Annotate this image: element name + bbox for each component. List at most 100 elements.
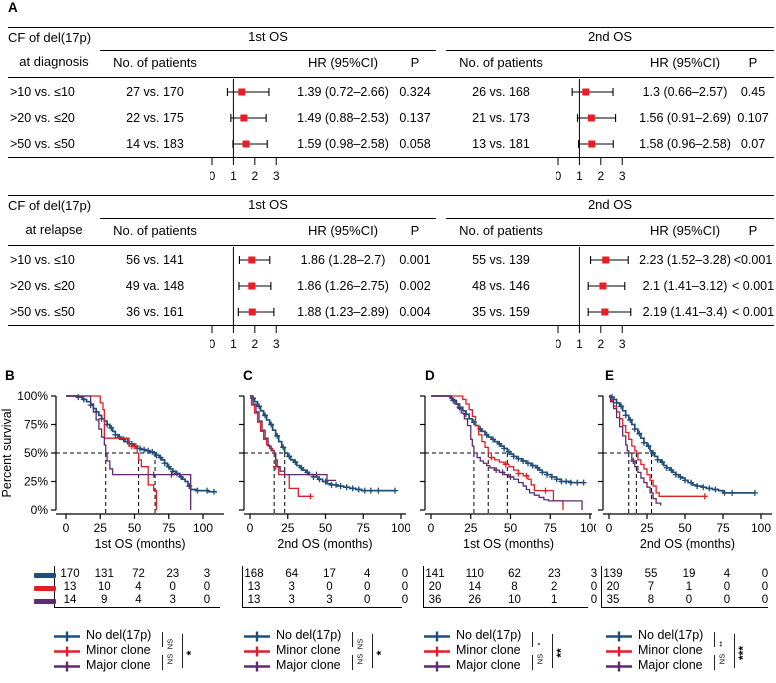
patients-header: No. of patients — [459, 55, 543, 70]
survival-curve-minor-clone — [66, 395, 158, 510]
hr-marker — [248, 282, 256, 290]
group-underline — [100, 50, 436, 51]
hr-marker — [242, 140, 250, 148]
sig-bar-2 — [162, 655, 163, 670]
legend-label: No del(17p) — [276, 628, 342, 642]
p-value: 0.004 — [399, 305, 431, 319]
forest-row-label: >50 vs. ≤50 — [10, 137, 75, 151]
risk-count: 0 — [401, 581, 409, 593]
x-tick-label: 75 — [716, 521, 730, 535]
risk-table-bottom-border — [423, 607, 588, 608]
x-tick-label: 75 — [544, 521, 558, 535]
patients-value: 36 vs. 161 — [126, 305, 184, 319]
risk-count: 0 — [761, 581, 769, 593]
p-value: 0.107 — [737, 111, 769, 125]
os-group-title: 2nd OS — [587, 197, 633, 212]
os-group-title: 1st OS — [248, 29, 288, 44]
sig-label-overall: ** — [554, 648, 568, 658]
hr-value: 2.19 (1.41–3.4) — [642, 305, 728, 319]
sig-bar-2 — [532, 655, 533, 670]
risk-count: 0 — [761, 594, 769, 606]
legend-label: Major clone — [276, 658, 341, 672]
risk-count: 7 — [647, 581, 655, 593]
axis-tick-label: 0 — [210, 337, 216, 351]
patients-value: 14 vs. 183 — [126, 137, 184, 151]
axis-tick-label: 2 — [251, 337, 258, 351]
axis-tick-label: 3 — [273, 337, 280, 351]
table-rule — [8, 195, 774, 196]
risk-count: 0 — [401, 568, 409, 580]
km-legend: No del(17p) Minor clone Major clone ** NS *** — [596, 628, 776, 678]
legend-marker-major-clone — [244, 661, 270, 672]
group-underline — [100, 218, 436, 219]
risk-count: 168 — [244, 568, 264, 580]
x-tick-label: 50 — [504, 521, 518, 535]
risk-count: 10 — [508, 594, 521, 606]
hr-marker — [248, 308, 256, 316]
risk-count: 55 — [644, 568, 658, 580]
risk-count: 0 — [685, 594, 693, 606]
risk-count: 3 — [288, 581, 295, 593]
x-tick-label: 100 — [391, 521, 410, 535]
legend-marker-no-del-17p- — [606, 631, 632, 642]
survival-curve-no-del-17p- — [250, 395, 395, 492]
axis-tick-label: 0 — [556, 169, 562, 183]
risk-table: 170 131 72 23 3 13 10 4 0 0 14 9 4 3 0 — [0, 566, 228, 610]
forest-row-label: >50 vs. ≤50 — [10, 305, 75, 319]
stub-line-1: CF of del(17p) — [8, 30, 92, 45]
axis-tick-label: 1 — [576, 337, 583, 351]
sig-label-pair-1: NS — [165, 638, 175, 649]
patients-value: 49 va. 148 — [125, 279, 185, 293]
survival-curve-minor-clone — [431, 395, 564, 510]
risk-count: 170 — [60, 568, 80, 580]
panel-letter: B — [5, 368, 15, 383]
x-tick-label: 0 — [63, 521, 70, 535]
p-header: P — [410, 223, 420, 238]
x-tick-label: 100 — [193, 521, 213, 535]
x-tick-label: 75 — [357, 521, 371, 535]
hr-value: 2.23 (1.52–3.28) — [639, 253, 731, 267]
sig-bar-overall — [734, 634, 735, 668]
risk-count: 141 — [425, 568, 445, 580]
hr-header: HR (95%CI) — [649, 55, 721, 70]
risk-count: 13 — [63, 581, 77, 593]
risk-count: 0 — [203, 594, 211, 606]
risk-table-left-border — [242, 566, 243, 607]
x-tick-label: 50 — [319, 521, 333, 535]
hr-value: 1.58 (0.96–2.58) — [639, 137, 731, 151]
y-tick-label: 75% — [24, 418, 48, 432]
x-tick-label: 0 — [247, 521, 254, 535]
table-rule — [8, 325, 774, 326]
legend-marker-major-clone — [606, 661, 632, 672]
risk-count: 8 — [511, 581, 518, 593]
sig-label-overall: * — [184, 650, 198, 656]
stub-line-1: CF of del(17p) — [8, 198, 92, 213]
table-rule — [8, 157, 774, 158]
risk-count: 23 — [166, 568, 180, 580]
risk-count: 3 — [169, 594, 176, 606]
panel-a: A CF of del(17p) at diagnosis >10 vs. ≤10 >… — [8, 0, 774, 351]
hr-marker — [601, 308, 609, 316]
panel-letter: D — [425, 368, 435, 383]
legend-label: Major clone — [86, 658, 151, 672]
x-axis-title: 2nd OS (months) — [277, 537, 372, 551]
hr-value: 1.49 (0.88–2.53) — [297, 111, 389, 125]
sig-bar-overall — [182, 634, 183, 668]
survival-curve-major-clone — [66, 395, 192, 510]
y-tick-label: 0% — [31, 503, 49, 517]
legend-marker-minor-clone — [606, 646, 632, 657]
risk-count: 13 — [247, 594, 261, 606]
risk-count: 0 — [401, 594, 409, 606]
hr-value: 1.39 (0.72–2.66) — [297, 85, 389, 99]
sig-label-pair-1: * — [535, 642, 545, 645]
sig-label-pair-2: NS — [355, 653, 365, 664]
y-tick-label: 100% — [17, 389, 48, 403]
x-tick-label: 50 — [678, 521, 692, 535]
y-axis-title: Percent survival — [0, 409, 14, 498]
risk-count: 3 — [288, 594, 295, 606]
panel-b: B 100% 75% 50% 25% 0% Percent survival 0 25 50 75 1… — [0, 368, 228, 683]
sig-label-overall: * — [374, 650, 388, 656]
hr-marker — [582, 88, 590, 96]
panel-a-label: A — [8, 0, 18, 15]
legend-label: No del(17p) — [86, 628, 152, 642]
